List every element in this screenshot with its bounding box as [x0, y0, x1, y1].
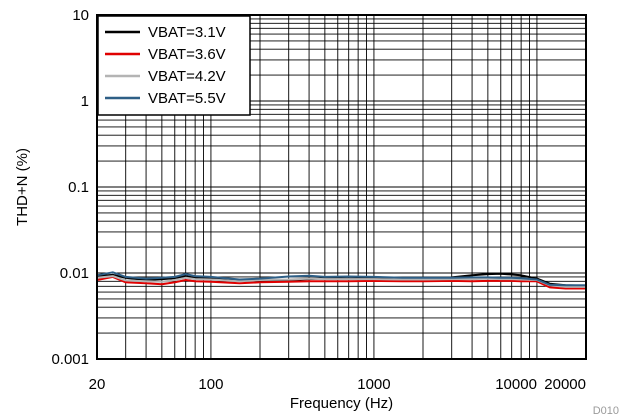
x-tick-label: 20	[89, 376, 106, 393]
x-tick-labels: 20 100 1000 10000 20000	[89, 376, 586, 393]
series-line-vbat-3-6v	[96, 275, 586, 290]
legend-label: VBAT=3.1V	[148, 24, 226, 41]
series-lines	[96, 271, 587, 290]
y-tick-label: 0.1	[68, 179, 89, 196]
legend-label: VBAT=5.5V	[148, 90, 226, 107]
legend-label: VBAT=3.6V	[148, 46, 226, 63]
x-axis-label: Frequency (Hz)	[290, 395, 393, 412]
y-tick-label: 1	[81, 93, 89, 110]
figure-id: D010	[593, 405, 619, 417]
x-tick-label: 1000	[357, 376, 390, 393]
y-tick-label: 0.001	[51, 351, 89, 368]
y-tick-labels: 0.001 0.01 0.1 1 10	[51, 7, 89, 368]
legend-label: VBAT=4.2V	[148, 68, 226, 85]
y-tick-label: 10	[72, 7, 89, 24]
x-tick-label: 100	[198, 376, 223, 393]
y-axis-label: THD+N (%)	[14, 148, 31, 226]
legend: VBAT=3.1V VBAT=3.6V VBAT=4.2V VBAT=5.5V	[97, 15, 251, 116]
series-line-vbat-5-5v	[96, 271, 586, 287]
x-tick-label: 10000	[495, 376, 537, 393]
plot-frame	[96, 14, 587, 360]
x-tick-label: 20000	[544, 376, 586, 393]
series-line-vbat-4-2v	[96, 275, 586, 288]
y-tick-label: 0.01	[60, 265, 89, 282]
